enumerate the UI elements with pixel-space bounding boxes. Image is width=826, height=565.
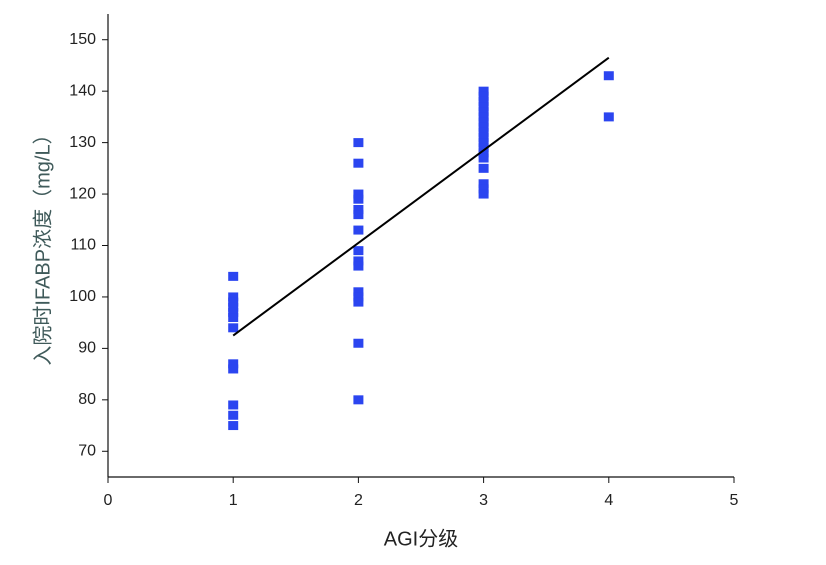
point	[478, 179, 489, 189]
y-axis-label: 入院时IFABP浓度（mg/L）	[31, 124, 54, 365]
point	[353, 204, 364, 214]
point	[353, 194, 364, 204]
point	[228, 323, 239, 333]
point	[478, 138, 489, 148]
point	[478, 102, 489, 112]
point	[478, 117, 489, 127]
point	[478, 163, 489, 173]
point	[353, 138, 364, 148]
point	[228, 364, 239, 374]
x-tick-label: 3	[479, 492, 488, 509]
y-tick-label: 140	[69, 82, 96, 99]
point	[478, 143, 489, 153]
point	[478, 184, 489, 194]
point	[228, 359, 239, 369]
point	[478, 127, 489, 137]
y-tick-label: 150	[69, 31, 96, 48]
y-tick-label: 110	[70, 237, 96, 254]
point	[478, 122, 489, 132]
point	[228, 271, 239, 281]
point	[478, 112, 489, 122]
y-tick-label: 120	[69, 185, 96, 202]
point	[228, 302, 239, 312]
point	[353, 261, 364, 271]
point	[478, 189, 489, 199]
x-tick-label: 1	[229, 492, 238, 509]
point	[603, 71, 614, 81]
fit-line	[232, 56, 610, 337]
point	[228, 297, 239, 307]
x-tick-label: 5	[730, 492, 739, 509]
point	[353, 158, 364, 168]
y-tick-label: 90	[78, 340, 96, 357]
point	[353, 225, 364, 235]
point	[228, 313, 239, 323]
point	[353, 189, 364, 199]
point	[353, 297, 364, 307]
point	[478, 107, 489, 117]
x-tick-label: 2	[354, 492, 363, 509]
point	[228, 421, 239, 431]
point	[353, 395, 364, 405]
point	[478, 132, 489, 142]
x-axis-label: AGI分级	[384, 527, 458, 550]
point	[478, 148, 489, 158]
point	[228, 292, 239, 302]
y-tick-label: 70	[78, 442, 96, 459]
y-tick-label: 100	[69, 288, 96, 305]
point	[353, 338, 364, 348]
point	[228, 307, 239, 317]
point	[478, 153, 489, 163]
point	[603, 112, 614, 122]
y-tick-label: 130	[69, 134, 96, 151]
y-tick-label: 80	[78, 391, 96, 408]
x-tick-label: 0	[104, 492, 113, 509]
point	[353, 287, 364, 297]
point	[353, 210, 364, 220]
point	[478, 91, 489, 101]
point	[228, 400, 239, 410]
point	[353, 246, 364, 256]
point	[353, 256, 364, 266]
point	[228, 410, 239, 420]
point	[353, 292, 364, 302]
point	[478, 86, 489, 96]
point	[478, 96, 489, 106]
x-tick-label: 4	[604, 492, 613, 509]
